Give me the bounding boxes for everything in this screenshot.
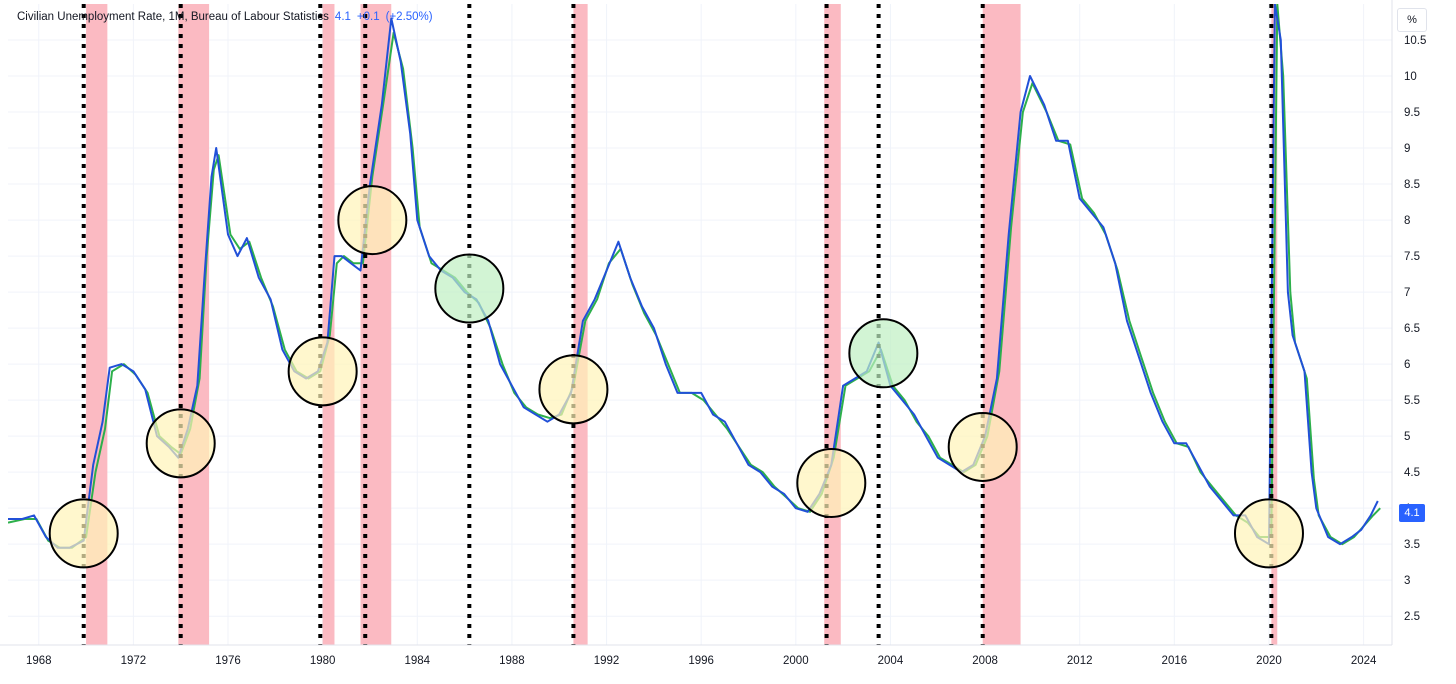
yellow-circle-marker [538,354,609,425]
y-tick-label: 4.5 [1404,467,1420,479]
x-tick-label: 2004 [878,655,904,667]
y-tick-label: 10.5 [1404,35,1426,47]
recession-band [178,4,210,645]
green-circle-marker [434,253,505,324]
x-tick-label: 2020 [1256,655,1282,667]
y-tick-label: 6.5 [1404,323,1420,335]
y-tick-label: 9 [1404,143,1410,155]
yellow-circle-marker [947,411,1018,482]
last-value-tag: 4.1 [1399,504,1425,522]
change-percent: (+2.50%) [385,11,433,23]
x-axis-ticks: 1968 1972 1976 1980 1984 1988 1992 1996 2000 2004… [26,655,1377,667]
y-tick-label: 10 [1404,71,1417,83]
series-legend[interactable]: Civilian Unemployment Rate, 1M, Bureau o… [17,11,433,23]
y-tick-label: 2.5 [1404,611,1420,623]
yellow-circle-marker [48,498,119,569]
y-tick-label: 5.5 [1404,395,1420,407]
y-tick-label: 7 [1404,287,1410,299]
x-tick-label: 1980 [310,655,336,667]
x-tick-label: 1996 [688,655,714,667]
grid-lines [8,4,1392,645]
series-line [8,4,1379,549]
y-tick-label: 3 [1404,575,1410,587]
x-tick-label: 2008 [972,655,998,667]
x-tick-label: 1992 [594,655,620,667]
x-tick-label: 1972 [121,655,147,667]
series-title: Civilian Unemployment Rate, 1M, Bureau o… [17,11,329,23]
x-tick-label: 2024 [1351,655,1377,667]
x-tick-label: 1988 [499,655,525,667]
y-tick-label: 6 [1404,359,1410,371]
x-tick-label: 1984 [404,655,430,667]
yellow-circle-marker [796,447,867,518]
y-tick-label: 9.5 [1404,107,1420,119]
yellow-circle-marker [337,185,408,256]
yellow-circle-marker [1233,498,1304,569]
recession-band [573,4,588,645]
y-tick-label: 5 [1404,431,1410,443]
y-tick-label: 8 [1404,215,1410,227]
x-tick-label: 2012 [1067,655,1093,667]
change-value: +0.1 [356,11,380,23]
yellow-circle-marker [287,336,358,407]
y-tick-label: 7.5 [1404,251,1420,263]
series-lines [8,4,1381,549]
green-circle-marker [848,318,919,389]
x-tick-label: 2016 [1162,655,1188,667]
x-tick-label: 1976 [215,655,241,667]
yellow-circle-marker [145,408,216,479]
y-tick-label: 3.5 [1404,539,1420,551]
circle-markers [48,185,1304,569]
x-tick-label: 2000 [783,655,809,667]
last-value: 4.1 [334,11,351,23]
y-tick-label: 8.5 [1404,179,1420,191]
unit-selector[interactable]: % [1397,8,1427,32]
x-tick-label: 1968 [26,655,52,667]
